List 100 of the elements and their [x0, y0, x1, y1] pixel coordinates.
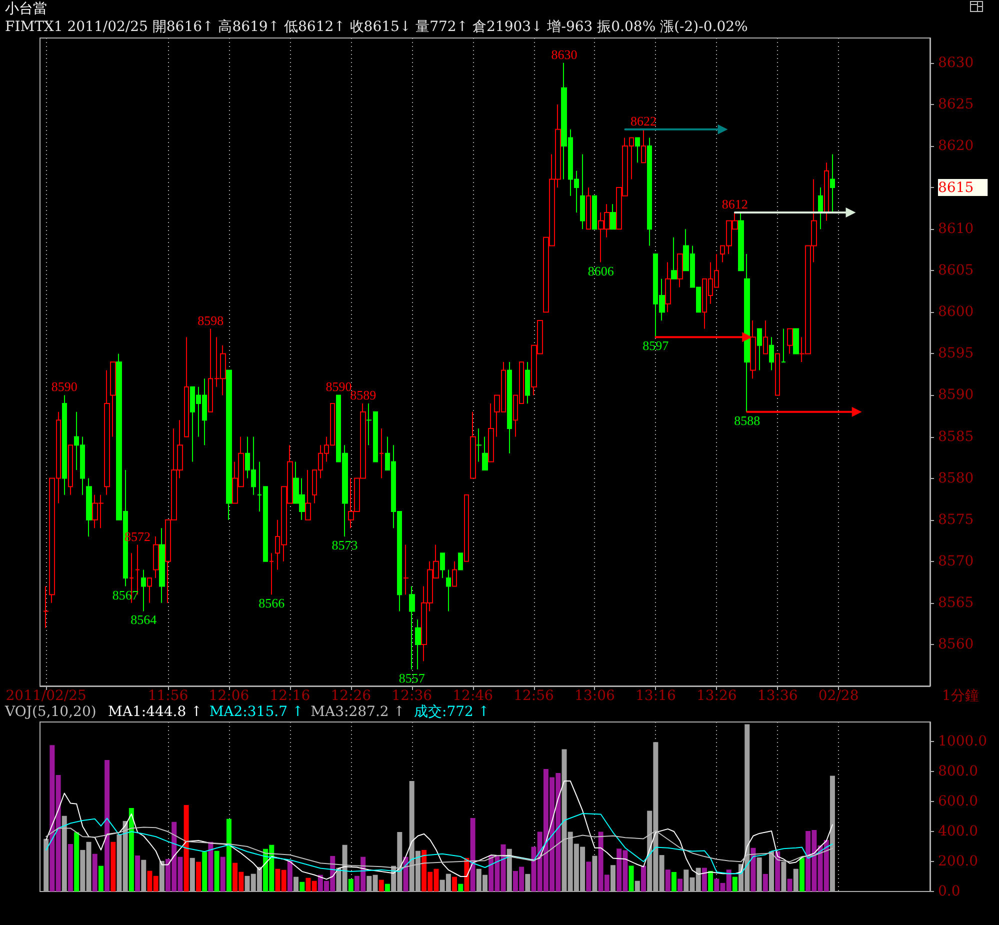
- candlestick: [793, 328, 799, 354]
- bar: [214, 850, 220, 892]
- text: MA2:315.7 ↑: [209, 704, 304, 720]
- candlestick: [141, 569, 146, 612]
- annotation: 8566: [258, 596, 286, 611]
- annotation: 8588: [734, 412, 760, 428]
- y-tick-label: 0.0: [938, 884, 960, 900]
- candlestick: [507, 362, 512, 454]
- y-tick-label: 8610: [938, 221, 974, 238]
- bar: [98, 866, 104, 892]
- bar: [62, 816, 67, 892]
- bar: [190, 858, 195, 892]
- bar: [287, 860, 292, 892]
- candlestick: [159, 528, 165, 604]
- bar: [135, 856, 140, 892]
- y-tick-label: 8625: [938, 96, 974, 112]
- x-axis-title: 1分鐘: [942, 688, 979, 704]
- bar: [628, 866, 634, 892]
- annotation: 8589: [350, 388, 376, 403]
- annotation: 8597: [642, 338, 670, 354]
- candlestick: [452, 560, 457, 587]
- chart-title: 小台當: [5, 1, 47, 17]
- candlestick: [763, 320, 768, 354]
- bar: [671, 872, 676, 892]
- bar: [640, 866, 646, 892]
- candlestick: [830, 154, 835, 213]
- candlestick: [824, 162, 829, 222]
- candlestick: [62, 394, 67, 496]
- bar: [110, 842, 116, 892]
- candlestick: [68, 444, 73, 496]
- y-tick-label: 8605: [938, 262, 974, 279]
- x-tick-label: 12:16: [270, 688, 310, 704]
- bar: [196, 862, 201, 892]
- bar: [799, 858, 804, 892]
- candlestick: [110, 362, 116, 438]
- y-tick-label: 8620: [938, 138, 974, 154]
- y-tick-label: 800.0: [938, 764, 978, 780]
- text: 成交:772 ↑: [414, 704, 490, 720]
- bar: [750, 848, 756, 892]
- y-tick-label: 8575: [938, 512, 974, 528]
- y-tick-label: 400.0: [938, 824, 978, 840]
- y-tick-label: 8595: [938, 346, 974, 362]
- y-tick-label: 8590: [938, 387, 974, 404]
- bar: [74, 832, 80, 892]
- annotation: 8606: [588, 263, 614, 278]
- y-tick-label: 8565: [938, 594, 974, 611]
- y-tick-label: 1000.0: [938, 734, 987, 750]
- bar: [300, 882, 305, 892]
- candlestick: [440, 552, 445, 578]
- candlestick: [104, 370, 110, 496]
- line-series: [46, 780, 833, 880]
- bar: [378, 880, 384, 892]
- candlestick: [610, 204, 616, 230]
- bar: [208, 842, 214, 892]
- candlestick: [415, 619, 421, 670]
- y-tick-label: 8580: [938, 470, 974, 486]
- bar: [678, 878, 683, 892]
- x-tick-label: 13:36: [757, 688, 798, 704]
- y-tick-label: 200.0: [938, 854, 978, 870]
- y-tick-label: 8585: [938, 428, 974, 445]
- y-tick-label: 600.0: [938, 794, 978, 810]
- bar: [610, 865, 616, 892]
- bar: [141, 860, 146, 892]
- bar: [775, 851, 780, 892]
- x-tick-label: 2011/02/25: [6, 688, 86, 704]
- bar: [470, 818, 476, 892]
- annotation: 8622: [630, 113, 656, 128]
- candlestick: [775, 353, 780, 396]
- bar: [294, 876, 299, 892]
- candlestick: [379, 428, 384, 479]
- annotation: 8598: [198, 312, 224, 328]
- text: MA3:287.2 ↑: [310, 704, 405, 720]
- bar: [762, 874, 768, 892]
- line-series: [46, 813, 833, 874]
- bar: [104, 760, 110, 892]
- candlestick: [476, 428, 482, 462]
- bar: [769, 851, 774, 892]
- bar: [586, 862, 592, 892]
- candlestick: [592, 195, 597, 230]
- annotation: 8612: [722, 196, 748, 212]
- candlestick: [525, 362, 530, 404]
- bar: [665, 870, 670, 892]
- bar: [128, 808, 134, 892]
- candlestick: [482, 436, 488, 470]
- bar: [634, 880, 640, 892]
- x-tick-label: 11:56: [148, 688, 188, 704]
- candlestick: [470, 411, 476, 479]
- candlestick: [781, 328, 786, 362]
- bar: [787, 878, 792, 892]
- annotation: 8630: [551, 46, 578, 62]
- bar: [92, 854, 98, 892]
- bar: [159, 860, 164, 892]
- x-tick-label: 12:56: [514, 688, 554, 704]
- candlestick: [226, 370, 232, 520]
- chart-title: VOJ(5,10,20): [4, 704, 96, 720]
- candlestick: [446, 569, 451, 612]
- x-tick-label: 12:06: [208, 688, 250, 704]
- y-tick-label: 8615: [938, 180, 974, 196]
- candlestick: [43, 586, 49, 628]
- bar: [506, 848, 512, 892]
